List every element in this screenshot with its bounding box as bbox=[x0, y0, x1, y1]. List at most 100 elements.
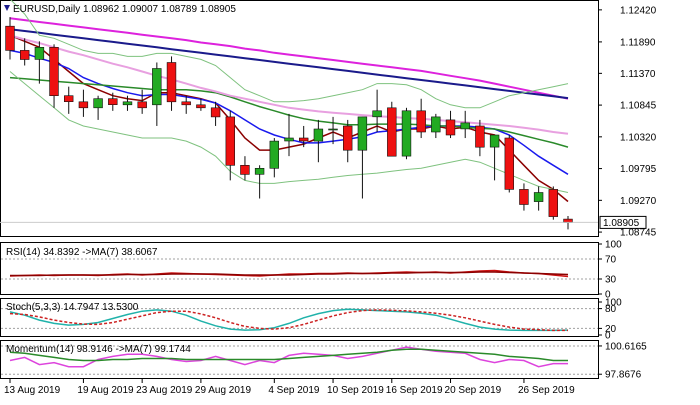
symbol-header: EURUSD,Daily 1.08962 1.09007 1.08789 1.0… bbox=[4, 4, 236, 15]
candle bbox=[401, 107, 412, 160]
candle bbox=[284, 113, 294, 157]
candle bbox=[489, 134, 500, 181]
time-tick-label: 10 Sep 2019 bbox=[327, 385, 384, 396]
momentum-header-text: Momentum(14) 98.9146 ->MA(7) 99.1744 bbox=[6, 344, 191, 355]
candle bbox=[108, 92, 118, 111]
candle bbox=[5, 17, 15, 60]
bollinger-lower-line bbox=[9, 71, 569, 193]
ma-magenta-line bbox=[9, 17, 569, 100]
stoch-tick-label: 80 bbox=[605, 304, 617, 315]
momentum-ma-line bbox=[9, 348, 568, 362]
candle bbox=[181, 95, 191, 114]
candle-body bbox=[298, 137, 309, 142]
arrow-down-icon bbox=[4, 5, 10, 11]
stoch-tick-label: 0 bbox=[605, 331, 611, 342]
time-tick-label: 13 Aug 2019 bbox=[4, 385, 61, 396]
time-tick-label: 4 Sep 2019 bbox=[268, 385, 320, 396]
time-tick-label: 29 Aug 2019 bbox=[195, 385, 252, 396]
time-tick-label: 20 Sep 2019 bbox=[445, 385, 502, 396]
stoch-tick-label: 20 bbox=[605, 324, 617, 335]
stoch-signal-line bbox=[9, 309, 568, 332]
candle bbox=[416, 98, 426, 139]
rsi-panel-frame bbox=[0, 242, 599, 295]
rsi-header-text: RSI(14) 34.8392 ->MA(7) 38.6067 bbox=[6, 247, 158, 258]
candle-body bbox=[5, 25, 15, 51]
candle bbox=[460, 110, 470, 139]
axes: 1.12420 1.11890 1.11370 1.10845 1.10320 1.097… bbox=[4, 5, 657, 396]
candle-body bbox=[548, 189, 559, 217]
candle bbox=[240, 156, 250, 181]
candle bbox=[519, 183, 529, 211]
candle-body bbox=[108, 98, 118, 105]
candle bbox=[445, 110, 456, 139]
time-tick-label: 16 Sep 2019 bbox=[386, 385, 443, 396]
candle bbox=[475, 119, 485, 157]
candle-body bbox=[489, 134, 500, 148]
bollinger-upper-line bbox=[10, 0, 569, 109]
candle bbox=[387, 101, 397, 157]
stoch-header-text: Stoch(5,3,3) 14.7947 13.5300 bbox=[6, 302, 139, 313]
candle bbox=[49, 44, 59, 108]
candle bbox=[225, 110, 235, 181]
candle-body bbox=[34, 46, 45, 60]
candle-body bbox=[372, 110, 382, 118]
candle-body bbox=[181, 101, 191, 106]
candle-body bbox=[78, 101, 89, 109]
candle-body bbox=[49, 46, 59, 97]
candle-body bbox=[93, 98, 103, 109]
stoch-panel-frame bbox=[0, 298, 599, 337]
momentum-panel bbox=[1, 345, 598, 375]
trend-line bbox=[9, 28, 569, 100]
candle-body bbox=[254, 168, 265, 175]
candle-body bbox=[225, 116, 235, 166]
candle-body bbox=[416, 110, 426, 133]
candle-body bbox=[64, 95, 74, 102]
candle bbox=[152, 62, 162, 126]
price-tick-label: 1.11890 bbox=[620, 37, 656, 48]
rsi-panel bbox=[1, 258, 598, 280]
candle bbox=[269, 138, 279, 178]
rsi-tick-label: 30 bbox=[605, 275, 617, 286]
candle-body bbox=[313, 128, 324, 142]
stoch-tick-label: 100 bbox=[605, 298, 622, 309]
candle bbox=[548, 186, 559, 220]
candle-body bbox=[210, 107, 221, 118]
time-tick-label: 19 Aug 2019 bbox=[77, 385, 134, 396]
candle-body bbox=[137, 101, 147, 109]
candle bbox=[19, 38, 30, 66]
price-tick-label: 1.12420 bbox=[620, 5, 657, 16]
price-tick-label: 1.10845 bbox=[620, 101, 657, 112]
candle bbox=[210, 101, 221, 126]
current-price-marker: 1.08905 bbox=[599, 215, 647, 229]
candle-body bbox=[19, 50, 30, 60]
candle-body bbox=[166, 62, 177, 103]
price-tick-label: 1.11370 bbox=[620, 69, 656, 80]
stoch-panel bbox=[1, 308, 598, 332]
stoch-main-line bbox=[9, 308, 569, 332]
candle-body bbox=[240, 165, 250, 175]
candle bbox=[64, 86, 74, 114]
candle-body bbox=[533, 192, 544, 202]
candle-body bbox=[357, 116, 368, 151]
price-tick-label: 1.10320 bbox=[620, 132, 657, 143]
momentum-line bbox=[9, 346, 568, 368]
candle bbox=[166, 56, 177, 111]
momentum-tick-label: 100.6165 bbox=[605, 341, 647, 352]
candle-body bbox=[342, 125, 353, 151]
candle bbox=[298, 125, 309, 148]
candle bbox=[196, 98, 206, 111]
main-panel-frame bbox=[0, 0, 599, 237]
candle-body bbox=[431, 116, 441, 133]
candle-body bbox=[445, 119, 456, 136]
rsi-tick-label: 70 bbox=[605, 255, 617, 266]
candle bbox=[313, 119, 324, 163]
candle-body bbox=[401, 110, 412, 157]
time-tick-label: 26 Sep 2019 bbox=[518, 385, 575, 396]
candle bbox=[34, 41, 45, 84]
candle bbox=[137, 89, 147, 114]
price-tick-label: 1.09270 bbox=[620, 196, 657, 207]
candle-body bbox=[152, 68, 162, 106]
candle bbox=[78, 89, 89, 117]
